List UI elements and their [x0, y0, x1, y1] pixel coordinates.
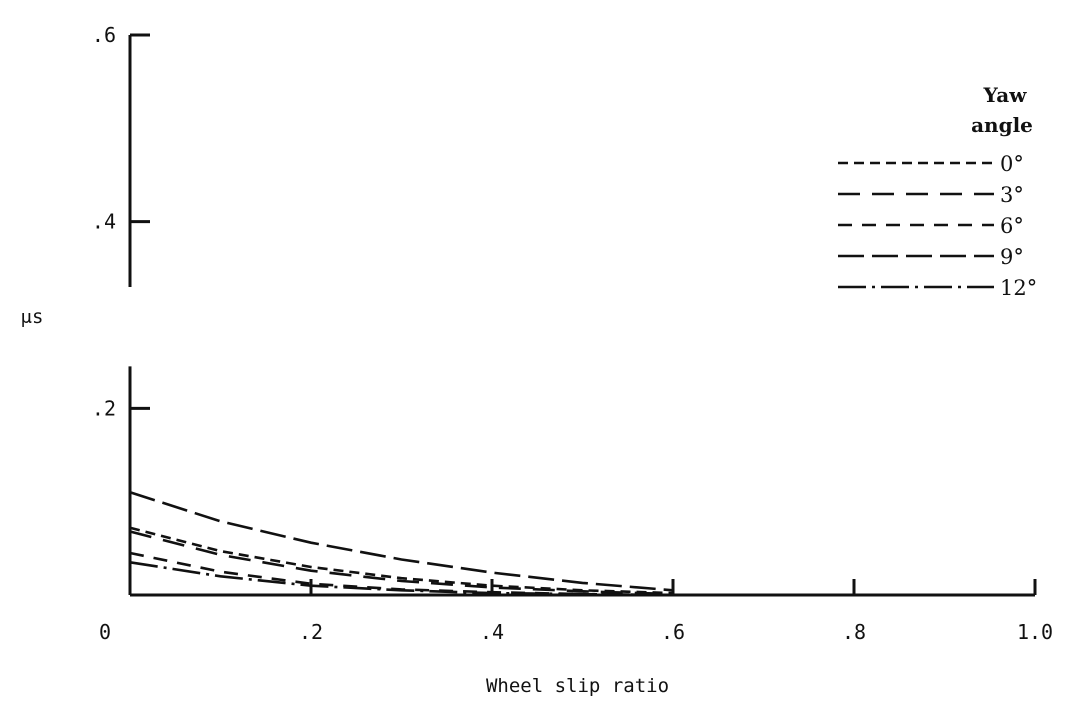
legend-label: 3° [1000, 183, 1024, 207]
y-tick-label: .2 [92, 396, 116, 420]
series-line [129, 561, 674, 597]
legend-title: angle [971, 113, 1033, 137]
ticks-layer [130, 33, 1037, 595]
legend: Yaw angle 0° 3° 6° 9° 12° [838, 83, 1037, 300]
series-layer [129, 491, 674, 597]
legend-label: 9° [1000, 245, 1024, 269]
legend-label: 0° [1000, 152, 1024, 176]
legend-title: Yaw [983, 83, 1028, 107]
y-tick-label: .6 [92, 23, 116, 47]
x-tick-label: .4 [480, 620, 504, 644]
x-axis-title: Wheel slip ratio [486, 675, 669, 697]
x-tick-label: .8 [842, 620, 866, 644]
x-tick-label: .6 [661, 620, 685, 644]
y-tick-label: .4 [92, 210, 116, 234]
legend-label: 6° [1000, 214, 1024, 238]
axes [128, 35, 1035, 597]
legend-label: 12° [1000, 276, 1037, 300]
labels-layer: 0 .2 .4 .6 .8 1.0 .2 .4 .6 Wheel slip ratio μs [21, 23, 1054, 697]
series-line [129, 530, 674, 596]
series-line [129, 491, 674, 592]
x-tick-label: 0 [99, 620, 111, 644]
x-tick-label: 1.0 [1017, 620, 1053, 644]
y-axis-title: μs [21, 306, 44, 328]
x-tick-label: .2 [299, 620, 323, 644]
